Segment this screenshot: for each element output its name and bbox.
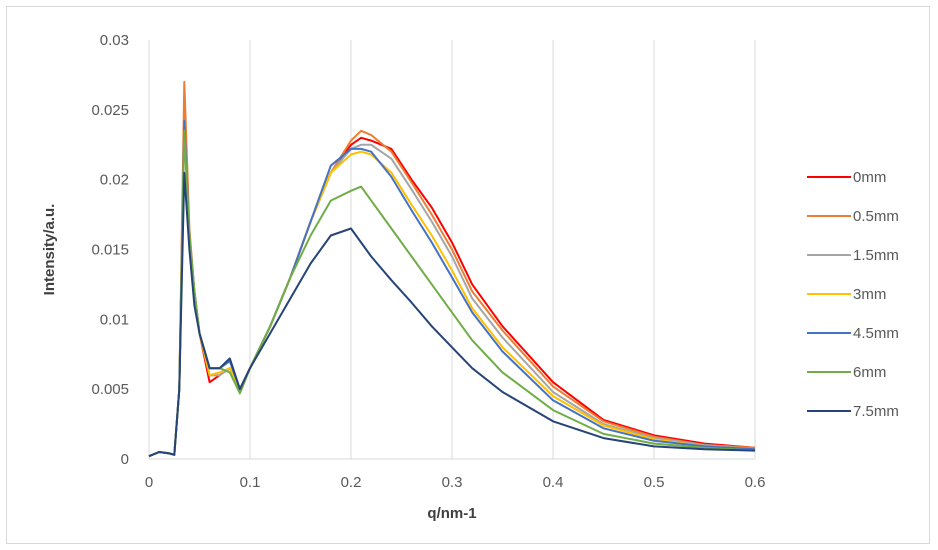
legend-label: 6mm	[853, 364, 886, 381]
x-axis-title: q/nm-1	[427, 505, 476, 522]
chart-frame: 0 0.1 0.2 0.3 0.4 0.5 0.6 0 0.005 0.01 0.015 0.02 0…	[6, 6, 930, 544]
grid-lines	[148, 40, 756, 459]
x-tick-label: 0.1	[240, 474, 261, 491]
y-tick-label: 0	[121, 451, 129, 468]
legend-label: 1.5mm	[853, 247, 899, 264]
line-chart: 0 0.1 0.2 0.3 0.4 0.5 0.6 00.0050.010.0150.020…	[41, 32, 899, 522]
y-tick-label: 0.005	[91, 381, 129, 398]
x-tick-label: 0.6	[745, 474, 766, 491]
legend-label: 0.5mm	[853, 208, 899, 225]
legend-label: 0mm	[853, 169, 886, 186]
y-tick-label: 0.01	[100, 311, 129, 328]
legend: 0mm 0.5mm 1.5mm 3mm 4.5mm 6mm 7.5mm	[807, 169, 899, 420]
series-line-7.5mm	[148, 171, 756, 458]
legend-label: 7.5mm	[853, 403, 899, 420]
series-lines	[148, 80, 756, 458]
y-tick-label: 0.02	[100, 172, 129, 189]
y-tick-labels: 0 0.005 0.01 0.015 0.02 0.025 0.03	[91, 32, 129, 468]
x-tick-labels: 0 0.1 0.2 0.3 0.4 0.5 0.6	[145, 474, 766, 491]
legend-label: 4.5mm	[853, 325, 899, 342]
y-tick-label: 0.015	[91, 242, 129, 259]
legend-label: 3mm	[853, 286, 886, 303]
x-tick-label: 0.5	[644, 474, 665, 491]
y-tick-label: 0.03	[100, 32, 129, 49]
y-tick-label: 0.025	[91, 102, 129, 119]
series-line-6mm	[148, 129, 756, 458]
x-tick-label: 0.2	[341, 474, 362, 491]
y-axis-title: Intensity/a.u.	[41, 204, 58, 296]
x-tick-label: 0.4	[543, 474, 564, 491]
x-tick-label: 0.3	[442, 474, 463, 491]
x-tick-label: 0	[145, 474, 153, 491]
